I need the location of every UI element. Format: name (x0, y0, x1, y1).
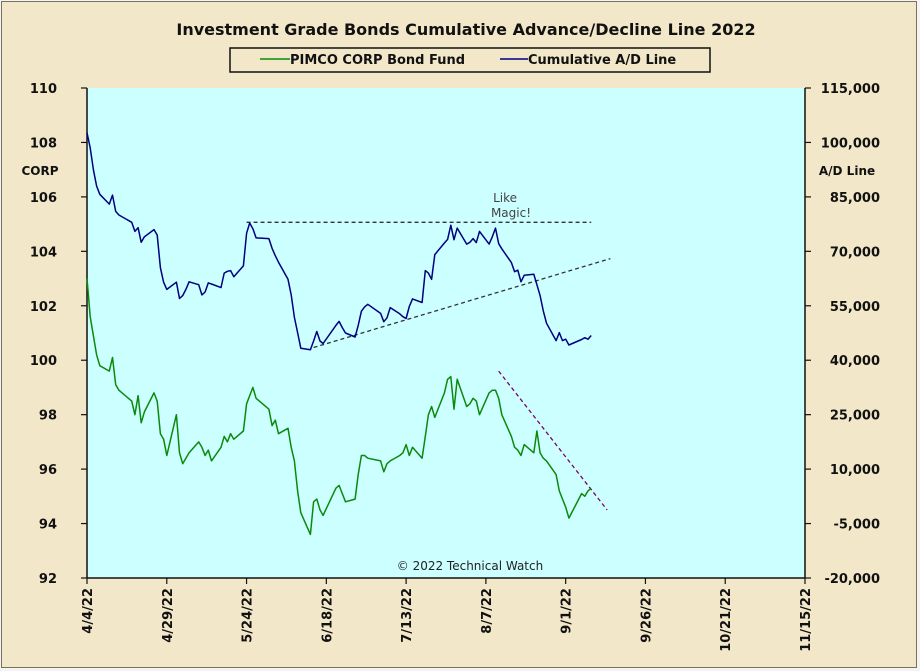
annotation-line-2: Magic! (491, 206, 531, 220)
x-tick-label: 4/4/22 (81, 588, 96, 634)
right-tick-label: 115,000 (821, 82, 880, 97)
left-tick-label: 106 (30, 191, 57, 206)
annotation-line-1: Like (493, 191, 517, 205)
left-tick-label: 108 (30, 136, 57, 151)
legend-label-ad: Cumulative A/D Line (528, 53, 676, 68)
series-line-corp (86, 278, 592, 536)
right-tick-label: 85,000 (830, 191, 880, 206)
x-tick-label: 4/29/22 (161, 588, 176, 643)
legend: PIMCO CORP Bond Fund Cumulative A/D Line (229, 47, 711, 73)
right-axis-label: A/D Line (819, 164, 875, 178)
x-tick-label: 11/15/22 (799, 588, 814, 652)
right-tick-label: -5,000 (833, 518, 880, 533)
left-tick-label: 96 (39, 463, 57, 478)
x-tick-label: 9/26/22 (639, 588, 654, 643)
right-axis: -20,000 -5,000 10,000 25,000 40,000 55,000 70,… (804, 82, 880, 587)
left-tick-label: 100 (30, 354, 57, 369)
legend-label-corp: PIMCO CORP Bond Fund (290, 53, 465, 68)
series-line-ad (86, 132, 592, 351)
x-tick-label: 8/7/22 (480, 588, 495, 634)
left-tick-label: 92 (39, 572, 57, 587)
left-axis: 92 94 96 98 100 102 104 106 108 110 (30, 82, 88, 587)
x-tick-label: 6/18/22 (320, 588, 335, 643)
x-tick-label: 9/1/22 (560, 588, 575, 634)
plot-area (87, 88, 805, 578)
x-tick-label: 10/21/22 (719, 588, 734, 652)
annotation-like-magic: Like Magic! (491, 191, 531, 220)
right-tick-label: -20,000 (824, 572, 880, 587)
trendline-downtrend (498, 370, 608, 511)
left-tick-label: 104 (30, 245, 57, 260)
left-tick-label: 110 (30, 82, 57, 97)
x-axis: 4/4/22 4/29/22 5/24/22 6/18/22 7/13/22 8/7/22… (81, 577, 814, 652)
credit-text: © 2022 Technical Watch (397, 559, 543, 573)
left-axis-label: CORP (21, 164, 58, 178)
right-tick-label: 100,000 (821, 136, 880, 151)
right-tick-label: 10,000 (830, 463, 880, 478)
right-tick-label: 70,000 (830, 245, 880, 260)
trendline-support (313, 257, 611, 349)
series-lines (86, 132, 592, 536)
x-tick-label: 5/24/22 (241, 588, 256, 643)
x-tick-label: 7/13/22 (400, 588, 415, 643)
right-tick-label: 25,000 (830, 409, 880, 424)
left-tick-label: 98 (39, 409, 57, 424)
right-tick-label: 40,000 (830, 354, 880, 369)
chart-title: Investment Grade Bonds Cumulative Advanc… (176, 20, 755, 39)
trendlines (246, 221, 611, 511)
legend-box (229, 47, 711, 73)
left-tick-label: 102 (30, 300, 57, 315)
left-tick-label: 94 (39, 518, 57, 533)
right-tick-label: 55,000 (830, 300, 880, 315)
